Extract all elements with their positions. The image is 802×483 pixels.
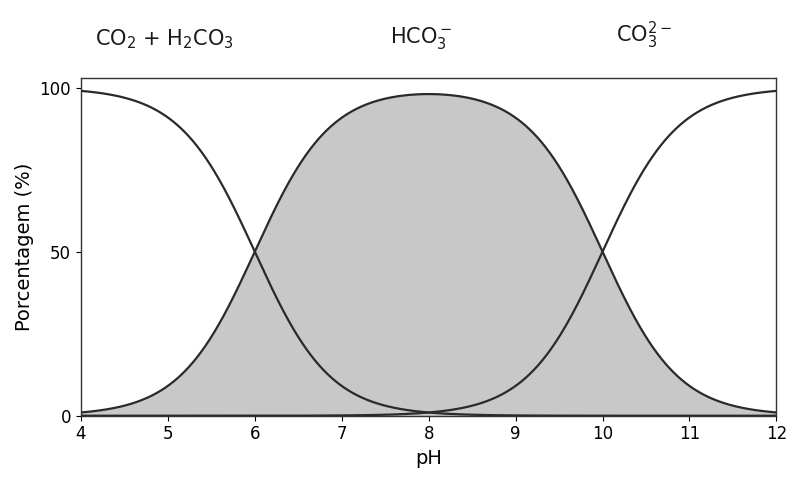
Text: CO$_3^{2-}$: CO$_3^{2-}$ xyxy=(616,19,672,51)
Text: HCO$_3^-$: HCO$_3^-$ xyxy=(391,25,453,51)
X-axis label: pH: pH xyxy=(415,449,442,468)
Text: CO$_2$ + H$_2$CO$_3$: CO$_2$ + H$_2$CO$_3$ xyxy=(95,27,234,51)
Y-axis label: Porcentagem (%): Porcentagem (%) xyxy=(15,163,34,331)
